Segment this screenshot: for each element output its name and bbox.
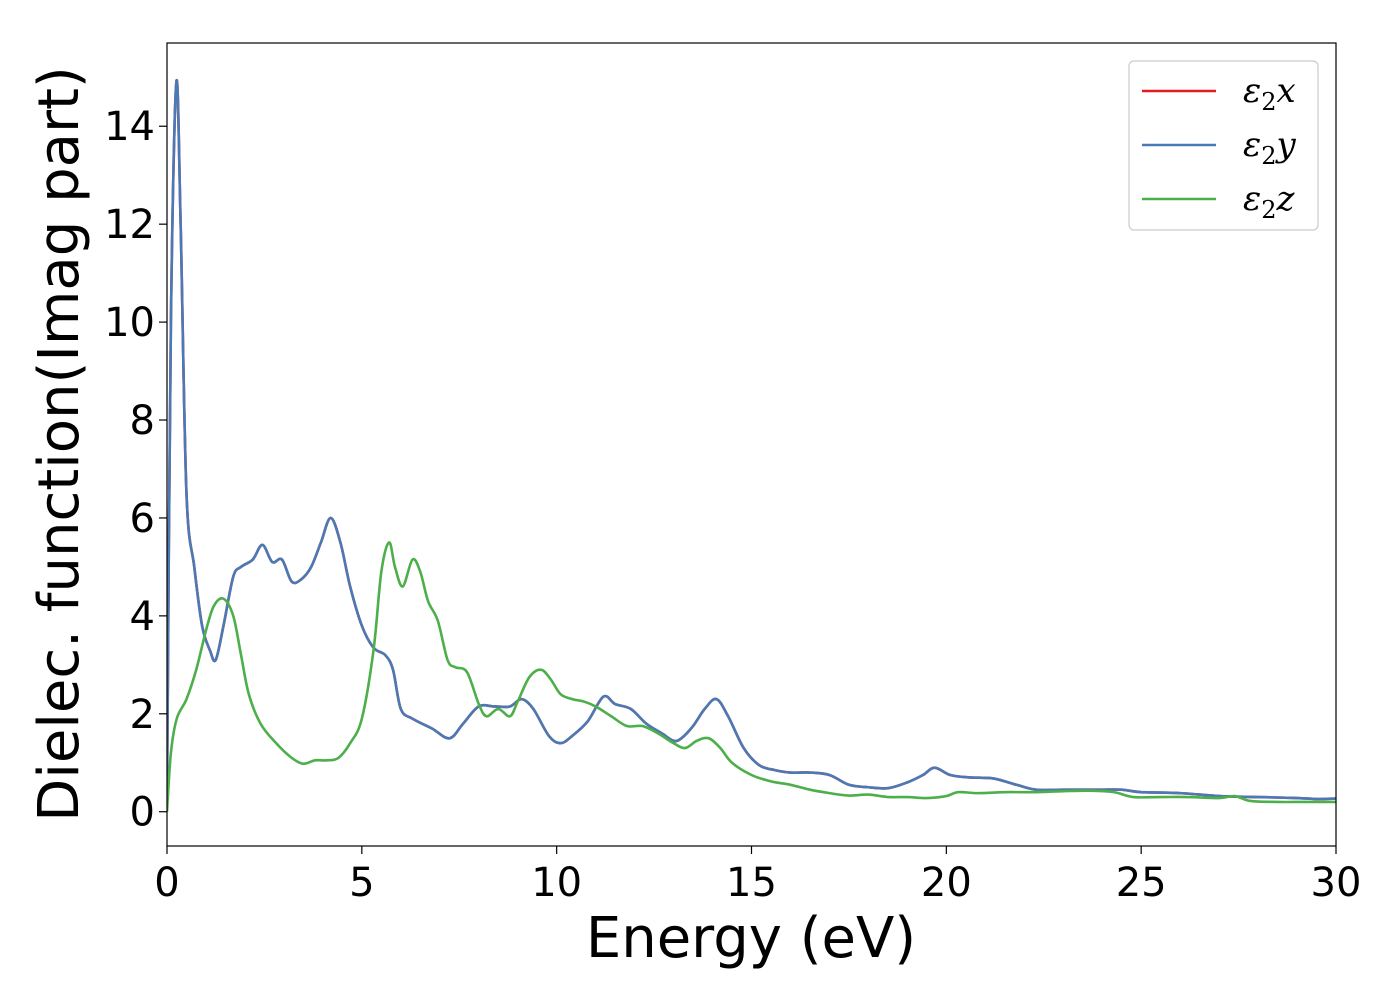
x-axis: 0 5 10 15 20 25 30 (154, 846, 1361, 906)
legend-label-x: ε2x (1243, 71, 1296, 116)
y-tick-label: 4 (130, 594, 155, 640)
x-tick-label: 25 (1116, 860, 1167, 906)
legend-label-z: ε2z (1243, 179, 1296, 224)
y-tick-label: 0 (130, 790, 155, 836)
x-tick-label: 30 (1311, 860, 1362, 906)
y-tick-label: 10 (104, 300, 155, 346)
x-tick-label: 10 (531, 860, 582, 906)
series-layer (167, 78, 1336, 812)
series-line-z (167, 541, 1336, 812)
x-tick-label: 5 (349, 860, 374, 906)
y-axis: 0 2 4 6 8 10 12 14 (104, 104, 167, 836)
legend: ε2x ε2y ε2z (1128, 60, 1319, 231)
y-tick-label: 2 (130, 692, 155, 738)
y-tick-label: 6 (130, 496, 155, 542)
y-axis-label: Dielec. function(Imag part) (27, 66, 92, 822)
legend-label-y: ε2y (1243, 125, 1297, 170)
y-tick-label: 14 (104, 104, 155, 150)
series-line-y (167, 78, 1336, 802)
y-tick-label: 8 (130, 398, 155, 444)
x-tick-label: 20 (921, 860, 972, 906)
y-tick-label: 12 (104, 202, 155, 248)
x-tick-label: 0 (154, 860, 179, 906)
x-tick-label: 15 (726, 860, 777, 906)
legend-frame (1128, 60, 1319, 231)
x-axis-label: Energy (eV) (586, 906, 916, 971)
